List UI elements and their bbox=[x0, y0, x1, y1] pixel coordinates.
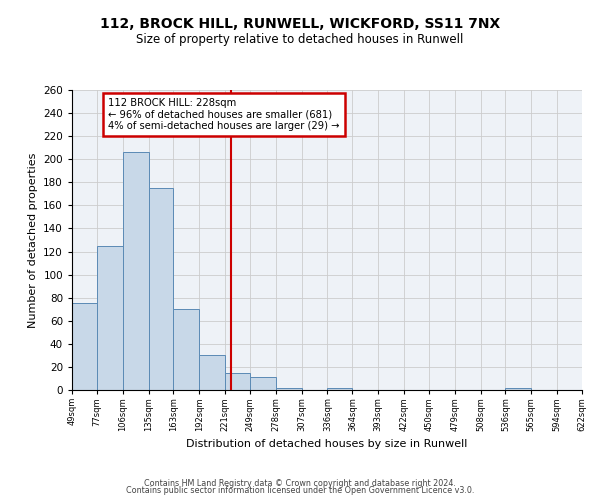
Bar bbox=[199, 356, 225, 390]
Bar bbox=[72, 304, 97, 390]
Bar bbox=[123, 152, 149, 390]
Bar bbox=[276, 388, 302, 390]
Bar bbox=[173, 309, 199, 390]
Bar bbox=[225, 372, 250, 390]
Bar bbox=[97, 246, 123, 390]
Bar bbox=[328, 388, 352, 390]
X-axis label: Distribution of detached houses by size in Runwell: Distribution of detached houses by size … bbox=[187, 440, 467, 450]
Bar bbox=[505, 388, 531, 390]
Text: Contains HM Land Registry data © Crown copyright and database right 2024.: Contains HM Land Registry data © Crown c… bbox=[144, 478, 456, 488]
Text: 112 BROCK HILL: 228sqm
← 96% of detached houses are smaller (681)
4% of semi-det: 112 BROCK HILL: 228sqm ← 96% of detached… bbox=[109, 98, 340, 132]
Bar bbox=[250, 378, 276, 390]
Text: Size of property relative to detached houses in Runwell: Size of property relative to detached ho… bbox=[136, 32, 464, 46]
Text: 112, BROCK HILL, RUNWELL, WICKFORD, SS11 7NX: 112, BROCK HILL, RUNWELL, WICKFORD, SS11… bbox=[100, 18, 500, 32]
Bar bbox=[149, 188, 173, 390]
Y-axis label: Number of detached properties: Number of detached properties bbox=[28, 152, 38, 328]
Text: Contains public sector information licensed under the Open Government Licence v3: Contains public sector information licen… bbox=[126, 486, 474, 495]
